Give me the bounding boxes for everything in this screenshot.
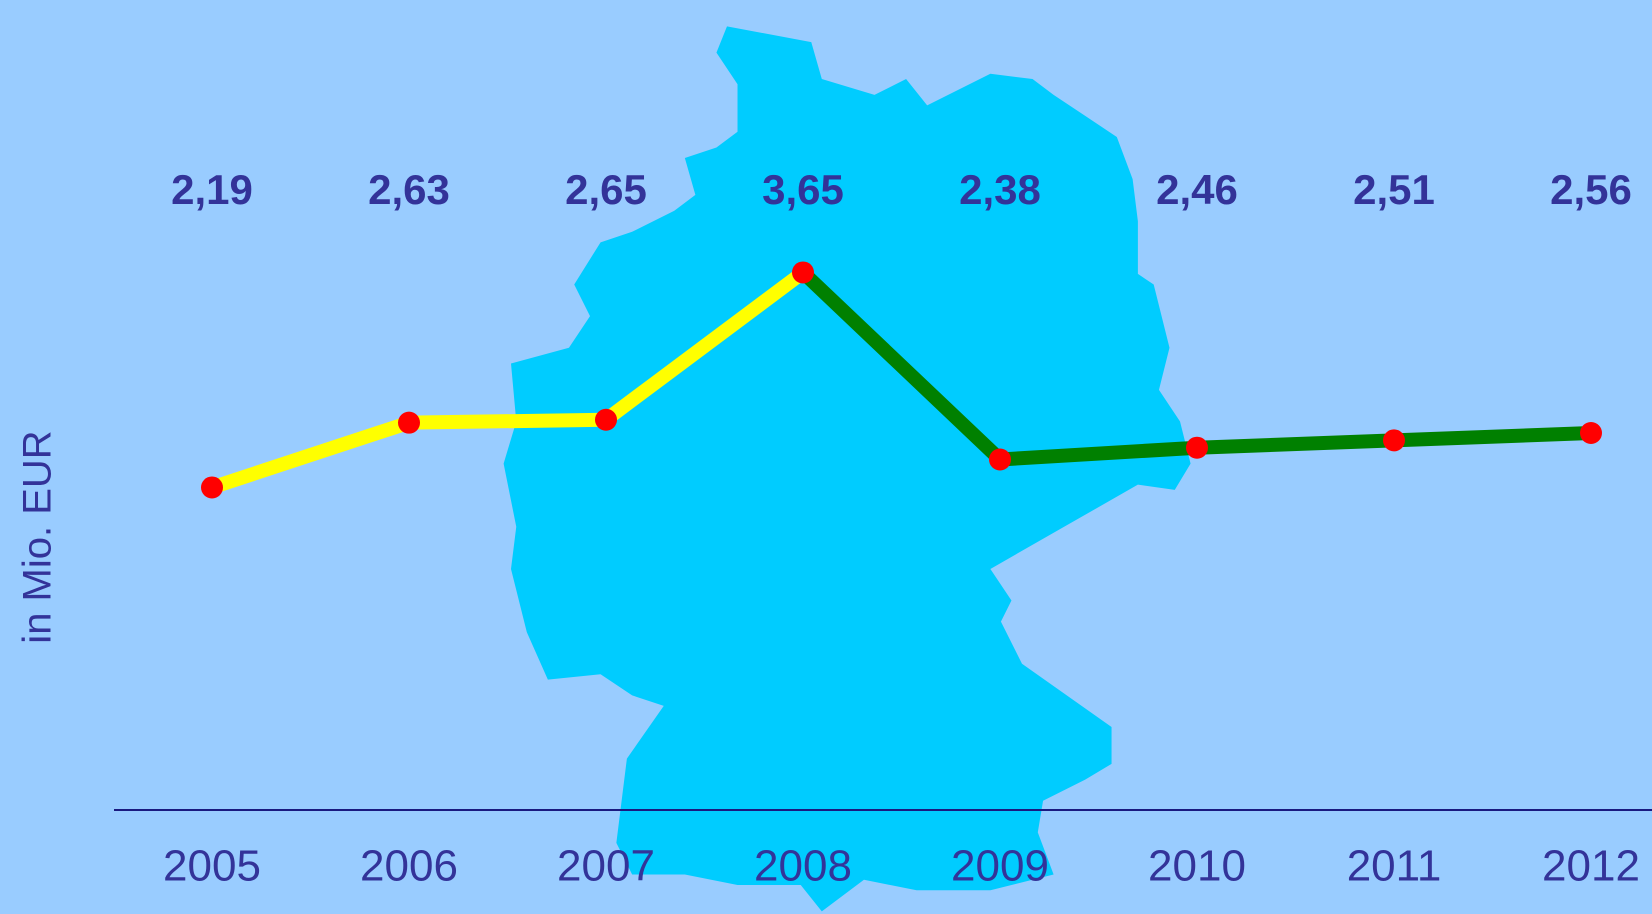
line-segment <box>402 412 613 430</box>
line-segment <box>1387 425 1598 448</box>
map-germany <box>503 26 1191 912</box>
line-segment <box>993 440 1204 467</box>
x-tick-label: 2007 <box>557 842 655 891</box>
x-tick-label: 2010 <box>1148 842 1246 891</box>
x-tick-label: 2008 <box>754 842 852 891</box>
value-label: 3,65 <box>762 166 844 213</box>
value-label: 2,38 <box>959 166 1041 213</box>
value-label: 2,63 <box>368 166 450 213</box>
x-tick-label: 2009 <box>951 842 1049 891</box>
marker <box>1383 429 1405 452</box>
x-tick-label: 2006 <box>360 842 458 891</box>
marker <box>1580 421 1602 444</box>
marker <box>595 408 617 431</box>
y-axis-label: in Mio. EUR <box>16 430 60 643</box>
value-label: 2,56 <box>1550 166 1632 213</box>
x-tick-label: 2011 <box>1347 842 1442 891</box>
line-segment <box>796 265 1007 467</box>
value-label: 2,65 <box>565 166 647 213</box>
value-label: 2,51 <box>1353 166 1435 213</box>
marker <box>989 448 1011 471</box>
line-segment <box>205 415 416 495</box>
x-tick-label: 2005 <box>163 842 261 891</box>
x-tick-label: 2012 <box>1542 842 1640 891</box>
value-label: 2,19 <box>171 166 253 213</box>
marker <box>398 411 420 434</box>
marker <box>1186 436 1208 459</box>
marker <box>201 476 223 499</box>
marker <box>792 261 814 284</box>
line-segment <box>1190 433 1401 455</box>
value-label: 2,46 <box>1156 166 1238 213</box>
line-segment <box>599 265 810 427</box>
